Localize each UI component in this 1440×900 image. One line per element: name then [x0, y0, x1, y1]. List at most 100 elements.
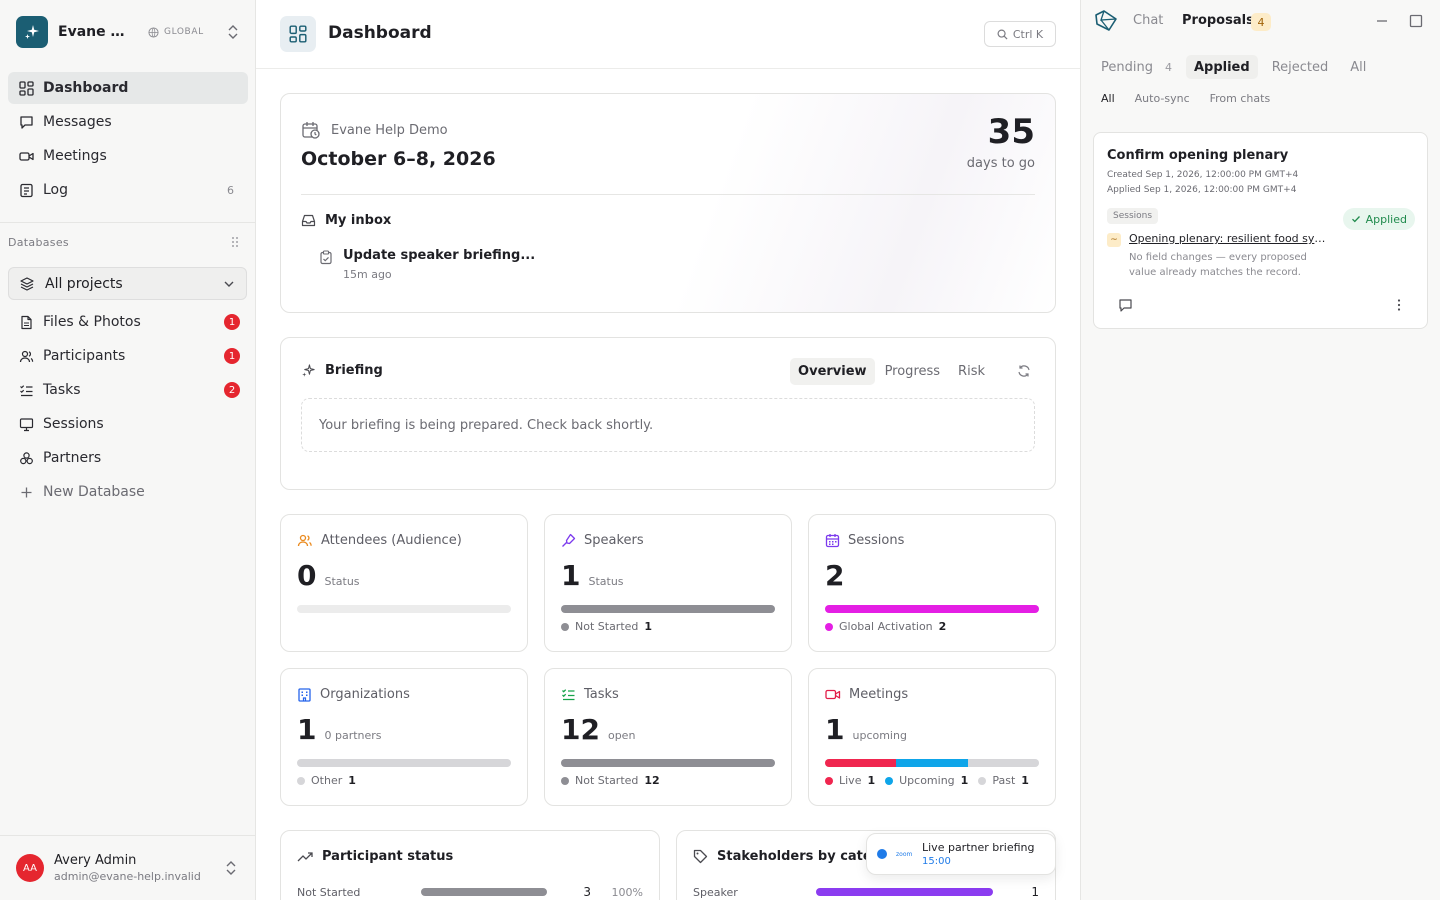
stat-attendees-unit: Status — [324, 575, 360, 588]
chevron-updown-icon[interactable] — [226, 24, 240, 40]
speaker-icon — [562, 533, 576, 547]
legend-label: Not Started — [575, 620, 639, 633]
search-icon — [997, 29, 1008, 40]
attendees-icon — [297, 534, 312, 547]
stakeholders-title: Stakeholders by categ — [717, 849, 882, 864]
panel-tab-proposals[interactable]: Proposals — [1182, 13, 1254, 28]
nav-participants[interactable]: Participants 1 — [8, 340, 248, 372]
stat-meetings-unit: upcoming — [852, 729, 907, 742]
stat-organizations-unit: 0 partners — [324, 729, 382, 742]
databases-label: Databases — [8, 236, 69, 249]
subtab-pending[interactable]: Pending 4 — [1093, 55, 1180, 79]
nav-meetings[interactable]: Meetings — [8, 140, 248, 172]
project-selector[interactable]: All projects — [8, 267, 247, 300]
proposal-card[interactable]: Confirm opening plenary Created Sep 1, 2… — [1093, 132, 1428, 329]
nav-tasks[interactable]: Tasks 2 — [8, 374, 248, 406]
legend-dot — [825, 776, 833, 785]
nav-messages[interactable]: Messages — [8, 106, 248, 138]
panel-tab-chat[interactable]: Chat — [1133, 13, 1164, 28]
stakeholders-heading: Stakeholders by categ — [693, 849, 881, 864]
tab-risk[interactable]: Risk — [958, 364, 985, 379]
stat-sessions-legend: Global Activation 2 — [825, 620, 956, 633]
subtab-applied[interactable]: Applied — [1185, 55, 1258, 79]
stat-speakers-heading: Speakers — [561, 533, 644, 548]
nav-meetings-label: Meetings — [43, 148, 107, 164]
proposal-title: Confirm opening plenary — [1107, 148, 1289, 163]
maximize-icon[interactable] — [1409, 14, 1423, 28]
live-meeting-toast[interactable]: zoom Live partner briefing 15:00 — [866, 833, 1056, 875]
comment-icon[interactable] — [1118, 298, 1133, 313]
subtab-all[interactable]: All — [1350, 59, 1367, 75]
nav-messages-label: Messages — [43, 114, 112, 130]
stat-bar-segment — [896, 759, 968, 767]
proposal-record-link[interactable]: Opening plenary: resilient food systems — [1129, 232, 1327, 245]
filter-auto-sync[interactable]: Auto-sync — [1134, 92, 1190, 105]
participant-status-bar — [421, 888, 547, 896]
workspace-switcher[interactable]: Evane Help Demo GLOBAL — [16, 16, 248, 48]
proposal-status-tabs: Pending 4 Applied Rejected All — [1093, 55, 1380, 79]
stat-organizations[interactable]: Organizations 1 0 partners Other 1 — [280, 668, 528, 806]
stat-organizations-legend: Other 1 — [297, 774, 366, 787]
search-shortcut: Ctrl K — [1012, 27, 1044, 41]
stat-bar-segment — [825, 759, 897, 767]
tab-overview[interactable]: Overview — [790, 358, 875, 385]
participant-status-row-label: Not Started — [297, 885, 361, 899]
legend-item: Live 1 — [825, 774, 875, 787]
more-vertical-icon[interactable] — [1397, 298, 1401, 312]
legend-dot — [825, 622, 833, 631]
nav-files-photos[interactable]: Files & Photos 1 — [8, 306, 248, 338]
tab-progress[interactable]: Progress — [884, 364, 941, 379]
nav-log-label: Log — [43, 182, 69, 198]
filter-all[interactable]: All — [1101, 92, 1115, 105]
stat-tasks-bar — [561, 759, 775, 767]
stakeholders-bar — [816, 888, 994, 896]
nav-log-count: 6 — [227, 183, 234, 197]
stat-sessions[interactable]: Sessions 2 Global Activation 2 — [808, 514, 1056, 652]
user-email: admin@evane-help.invalid — [54, 870, 201, 883]
files-icon — [18, 314, 34, 330]
user-menu[interactable]: AA Avery Admin admin@evane-help.invalid — [0, 835, 256, 900]
stat-tasks[interactable]: Tasks 12 open Not Started 12 — [544, 668, 792, 806]
toast-time: 15:00 — [922, 856, 951, 867]
inbox-item[interactable]: Update speaker briefing... 15m ago — [319, 248, 535, 281]
assistant-panel: Chat Proposals 4 Pending 4 Applied Reject… — [1080, 0, 1440, 900]
stakeholders-row: Speaker 1 — [693, 885, 1039, 899]
legend-label: Live — [839, 774, 862, 787]
stat-speakers-value: 1 — [561, 559, 581, 592]
nav-sessions[interactable]: Sessions — [8, 408, 248, 440]
video-icon — [18, 148, 34, 164]
stat-organizations-value: 1 — [297, 713, 317, 746]
refresh-icon[interactable] — [1017, 364, 1031, 378]
new-database-button[interactable]: New Database — [8, 476, 248, 508]
event-card: Evane Help Demo October 6–8, 2026 35 day… — [280, 93, 1056, 313]
minimize-icon[interactable] — [1375, 14, 1389, 28]
drag-handle-icon[interactable] — [231, 236, 239, 248]
nav-partners[interactable]: Partners — [8, 442, 248, 474]
stat-speakers[interactable]: Speakers 1 Status Not Started 1 — [544, 514, 792, 652]
nav-log[interactable]: Log 6 — [8, 174, 248, 206]
inbox-title: My inbox — [325, 213, 392, 228]
partners-icon — [18, 450, 34, 466]
log-icon — [18, 182, 34, 198]
legend-dot — [561, 622, 569, 631]
event-name-label: Evane Help Demo — [331, 122, 448, 138]
legend-item: Global Activation 2 — [825, 620, 946, 633]
filter-from-chats[interactable]: From chats — [1209, 92, 1271, 105]
stat-attendees[interactable]: Attendees (Audience) 0 Status — [280, 514, 528, 652]
inbox-icon — [301, 214, 316, 227]
stat-tasks-legend: Not Started 12 — [561, 774, 670, 787]
stat-meetings-heading: Meetings — [825, 687, 908, 702]
search-button[interactable]: Ctrl K — [984, 21, 1056, 47]
stat-bar-segment — [967, 759, 1039, 767]
avatar: AA — [16, 854, 44, 882]
legend-count: 2 — [938, 620, 947, 633]
legend-dot — [561, 776, 569, 785]
legend-count: 1 — [960, 774, 969, 787]
stat-bar-segment — [561, 605, 775, 613]
topbar: Dashboard Ctrl K — [256, 0, 1080, 69]
subtab-rejected[interactable]: Rejected — [1271, 59, 1329, 75]
nav-dashboard[interactable]: Dashboard — [8, 72, 248, 104]
briefing-message: Your briefing is being prepared. Check b… — [301, 398, 1035, 452]
stat-meetings-bar — [825, 759, 1039, 767]
stat-meetings[interactable]: Meetings 1 upcoming Live 1 Upcoming 1 Past 1 — [808, 668, 1056, 806]
